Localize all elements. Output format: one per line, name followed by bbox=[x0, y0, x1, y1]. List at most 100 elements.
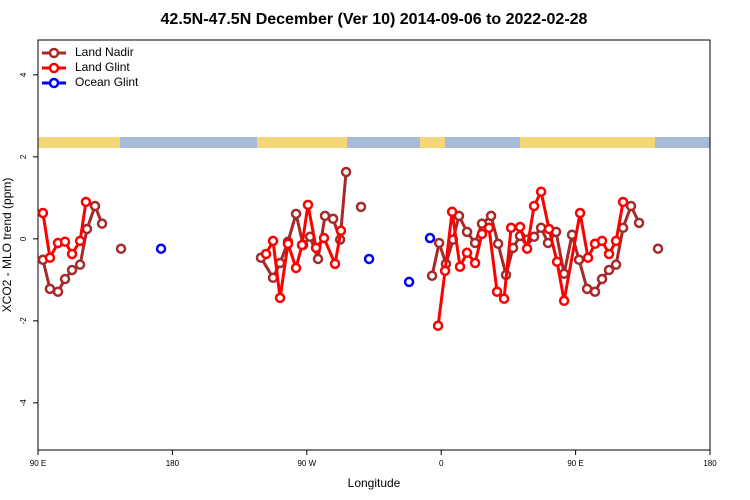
plot-frame bbox=[37, 39, 711, 451]
data-point bbox=[558, 268, 570, 279]
chart-title: 42.5N-47.5N December (Ver 10) 2014-09-06… bbox=[161, 11, 588, 28]
x-tick-label: 90 E bbox=[567, 459, 583, 468]
data-point bbox=[355, 201, 367, 213]
data-point bbox=[52, 286, 64, 297]
data-point bbox=[574, 207, 586, 219]
ocean-strip bbox=[445, 137, 520, 148]
y-tick-label: 0 bbox=[19, 236, 28, 241]
data-point bbox=[439, 265, 451, 277]
x-tick-label: 180 bbox=[166, 459, 180, 468]
data-point bbox=[81, 223, 93, 235]
data-point bbox=[491, 286, 503, 297]
data-point bbox=[59, 236, 71, 247]
land-mask bbox=[38, 137, 710, 148]
data-point bbox=[617, 196, 629, 208]
data-point bbox=[610, 235, 622, 247]
data-point bbox=[469, 257, 481, 269]
data-point bbox=[603, 264, 615, 276]
data-point bbox=[44, 283, 56, 295]
y-tick-label: 2 bbox=[19, 154, 28, 159]
legend-marker bbox=[48, 77, 60, 89]
data-point bbox=[424, 232, 436, 244]
data-point bbox=[74, 235, 86, 247]
data-point bbox=[543, 223, 555, 235]
data-point bbox=[454, 261, 466, 272]
data-point bbox=[528, 231, 540, 243]
land-strip bbox=[420, 137, 445, 148]
y-tick-label: 4 bbox=[19, 72, 28, 77]
land-strip bbox=[38, 137, 120, 148]
data-point bbox=[115, 243, 127, 254]
data-point bbox=[521, 243, 533, 254]
data-point bbox=[290, 262, 302, 274]
data-point bbox=[652, 243, 664, 254]
data-point bbox=[312, 253, 324, 265]
data-point bbox=[59, 273, 71, 285]
y-axis-label: XCO2 - MLO trend (ppm) bbox=[0, 178, 14, 313]
data-point bbox=[340, 166, 352, 178]
ocean-strip bbox=[120, 137, 257, 148]
legend-label: Land Nadir bbox=[75, 45, 134, 59]
x-tick-label: 180 bbox=[703, 459, 717, 468]
land-strip bbox=[520, 137, 655, 148]
data-point bbox=[596, 273, 608, 285]
data-point bbox=[80, 196, 92, 208]
data-point bbox=[633, 217, 645, 229]
data-point bbox=[310, 242, 322, 254]
data-point bbox=[573, 254, 585, 266]
data-point bbox=[66, 264, 78, 276]
ocean-strip bbox=[655, 137, 710, 148]
y-tick-label: -4 bbox=[19, 399, 28, 407]
data-point bbox=[498, 293, 510, 304]
data-point bbox=[603, 248, 615, 260]
series-line bbox=[41, 190, 625, 326]
legend-marker bbox=[48, 47, 60, 59]
data-point bbox=[66, 248, 78, 260]
data-point bbox=[535, 222, 547, 234]
data-point bbox=[582, 252, 594, 263]
data-point bbox=[433, 237, 445, 249]
data-point bbox=[290, 208, 302, 220]
data-point bbox=[505, 222, 517, 234]
data-point bbox=[535, 186, 547, 197]
x-tick-label: 0 bbox=[439, 459, 444, 468]
data-point bbox=[44, 252, 56, 263]
data-point bbox=[446, 206, 458, 218]
data-point bbox=[319, 210, 331, 222]
data-point bbox=[89, 200, 101, 212]
x-axis-label: Longitude bbox=[348, 476, 401, 490]
data-point bbox=[461, 247, 473, 259]
data-point bbox=[318, 232, 330, 244]
data-point bbox=[483, 222, 495, 234]
y-tick-label: -2 bbox=[19, 317, 28, 325]
legend-label: Land Glint bbox=[75, 60, 130, 74]
data-point bbox=[426, 270, 438, 281]
data-point bbox=[589, 286, 601, 297]
data-point bbox=[461, 226, 473, 238]
data-point bbox=[335, 225, 347, 236]
data-point bbox=[558, 295, 570, 307]
ocean-strip bbox=[347, 137, 420, 148]
data-point bbox=[155, 243, 167, 254]
data-point bbox=[596, 235, 608, 247]
data-point bbox=[96, 218, 108, 229]
data-point bbox=[610, 259, 622, 270]
data-point bbox=[514, 221, 526, 233]
data-point bbox=[476, 228, 488, 240]
data-point bbox=[296, 239, 308, 251]
data-point bbox=[403, 276, 415, 288]
x-tick-label: 90 E bbox=[30, 459, 46, 468]
data-point bbox=[327, 213, 339, 225]
data-point bbox=[551, 256, 563, 268]
data-point bbox=[274, 292, 286, 304]
data-point bbox=[302, 199, 314, 211]
data-point bbox=[260, 248, 272, 260]
data-point bbox=[74, 259, 86, 270]
legend-marker bbox=[48, 62, 60, 74]
data-point bbox=[282, 238, 294, 250]
data-point bbox=[267, 235, 279, 247]
data-point bbox=[432, 320, 444, 332]
x-tick-label: 90 W bbox=[297, 459, 316, 468]
data-point bbox=[329, 258, 341, 270]
